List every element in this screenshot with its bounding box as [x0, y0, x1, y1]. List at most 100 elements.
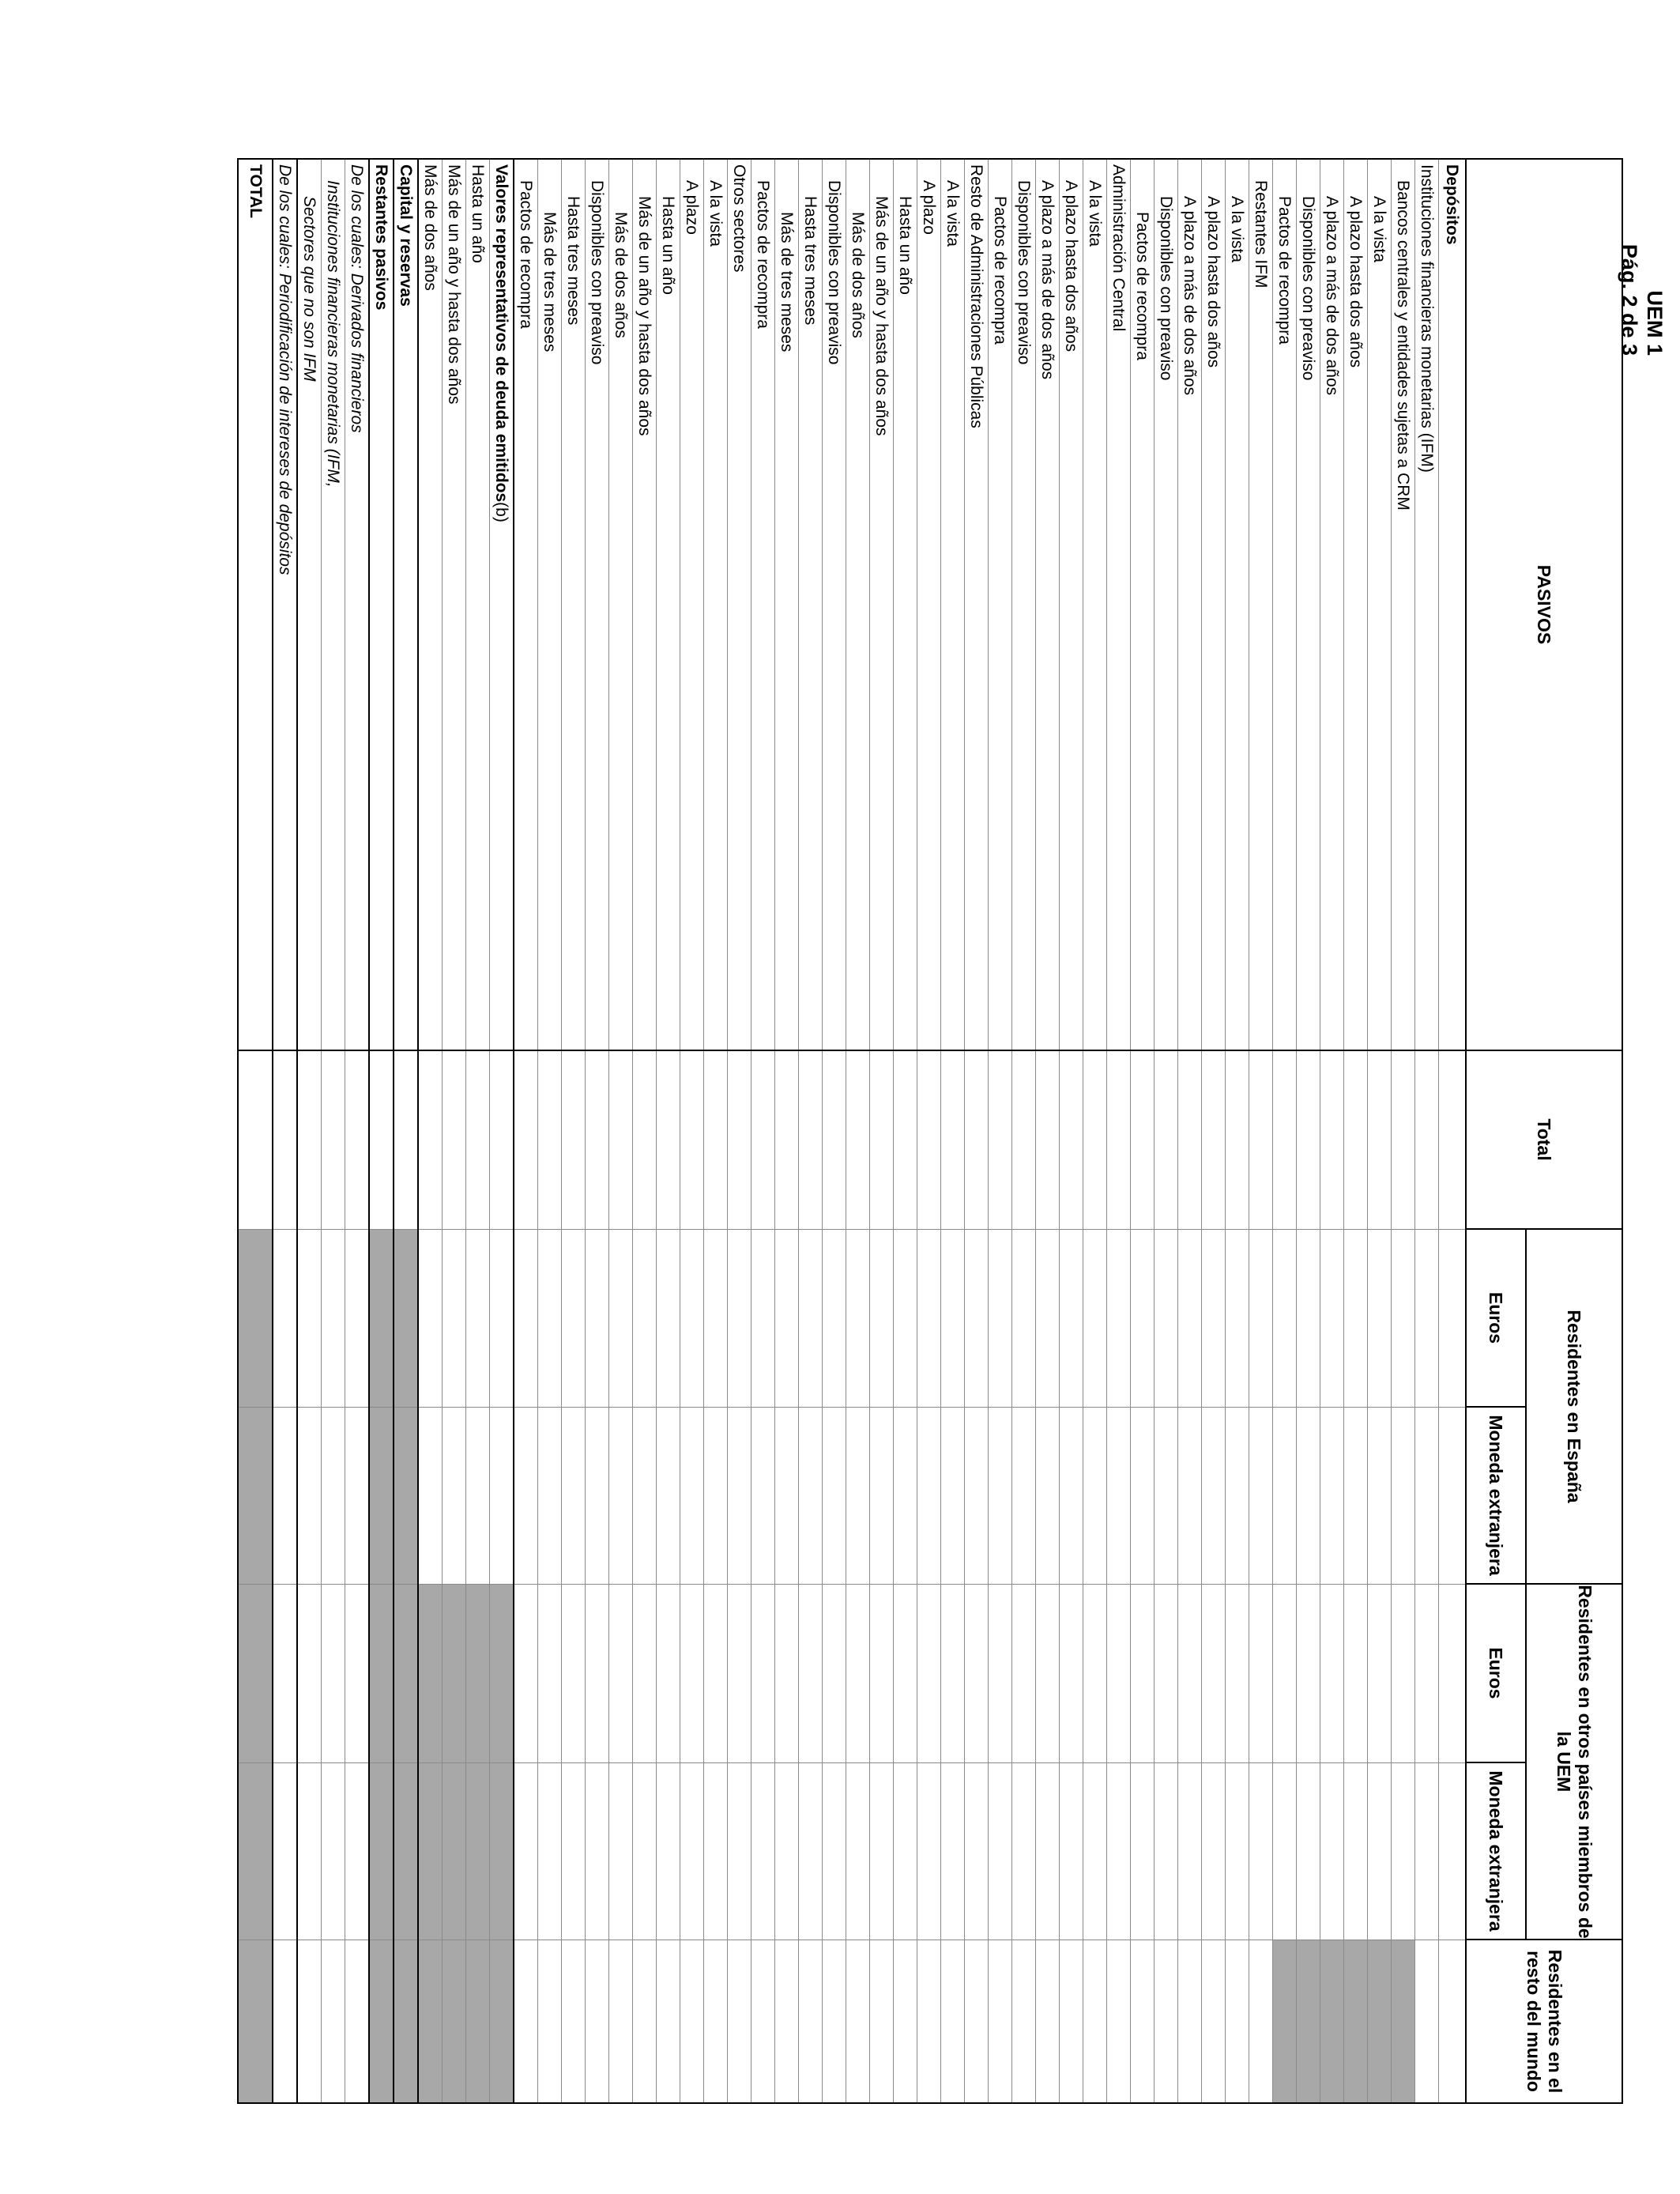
cell-espana-euros[interactable] [442, 1229, 466, 1407]
cell-uem-moneda-extranjera[interactable] [1011, 1762, 1036, 1940]
cell-espana-moneda-extranjera[interactable] [1154, 1407, 1178, 1584]
cell-espana-euros[interactable] [1414, 1229, 1439, 1407]
cell-uem-moneda-extranjera[interactable] [917, 1762, 941, 1940]
cell-resto-mundo[interactable] [774, 1940, 799, 2104]
cell-total[interactable] [273, 1050, 297, 1229]
cell-uem-moneda-extranjera[interactable] [585, 1762, 609, 1940]
cell-resto-mundo[interactable] [1059, 1940, 1083, 2104]
cell-uem-euros[interactable] [703, 1584, 728, 1762]
cell-resto-mundo[interactable] [537, 1940, 562, 2104]
cell-resto-mundo[interactable] [680, 1940, 704, 2104]
cell-total[interactable] [369, 1050, 394, 1229]
cell-resto-mundo[interactable] [1106, 1940, 1131, 2104]
cell-resto-mundo[interactable] [869, 1940, 894, 2104]
cell-uem-euros[interactable] [1438, 1584, 1466, 1762]
cell-total[interactable] [345, 1050, 369, 1229]
cell-uem-moneda-extranjera[interactable] [1130, 1762, 1155, 1940]
cell-resto-mundo[interactable] [345, 1940, 369, 2104]
cell-uem-moneda-extranjera[interactable] [798, 1762, 823, 1940]
cell-uem-moneda-extranjera[interactable] [345, 1762, 369, 1940]
cell-espana-euros[interactable] [774, 1229, 799, 1407]
cell-espana-euros[interactable] [917, 1229, 941, 1407]
cell-total[interactable] [1059, 1050, 1083, 1229]
cell-total[interactable] [846, 1050, 870, 1229]
cell-uem-moneda-extranjera[interactable] [1367, 1762, 1392, 1940]
cell-uem-euros[interactable] [1011, 1584, 1036, 1762]
cell-total[interactable] [964, 1050, 989, 1229]
cell-total[interactable] [585, 1050, 609, 1229]
cell-uem-moneda-extranjera[interactable] [1414, 1762, 1439, 1940]
cell-espana-moneda-extranjera[interactable] [869, 1407, 894, 1584]
cell-resto-mundo[interactable] [514, 1940, 538, 2104]
cell-resto-mundo[interactable] [727, 1940, 751, 2104]
cell-uem-moneda-extranjera[interactable] [869, 1762, 894, 1940]
cell-uem-euros[interactable] [1083, 1584, 1107, 1762]
cell-uem-moneda-extranjera[interactable] [321, 1762, 345, 1940]
cell-espana-moneda-extranjera[interactable] [1059, 1407, 1083, 1584]
cell-total[interactable] [988, 1050, 1012, 1229]
cell-espana-euros[interactable] [608, 1229, 633, 1407]
cell-espana-moneda-extranjera[interactable] [489, 1407, 514, 1584]
cell-resto-mundo[interactable] [1154, 1940, 1178, 2104]
cell-uem-moneda-extranjera[interactable] [1438, 1762, 1466, 1940]
cell-uem-moneda-extranjera[interactable] [1391, 1762, 1415, 1940]
cell-espana-euros[interactable] [940, 1229, 965, 1407]
cell-total[interactable] [1296, 1050, 1320, 1229]
cell-uem-euros[interactable] [632, 1584, 657, 1762]
cell-total[interactable] [297, 1050, 322, 1229]
cell-espana-moneda-extranjera[interactable] [846, 1407, 870, 1584]
cell-espana-moneda-extranjera[interactable] [1106, 1407, 1131, 1584]
cell-total[interactable] [537, 1050, 562, 1229]
cell-espana-moneda-extranjera[interactable] [465, 1407, 490, 1584]
cell-uem-euros[interactable] [940, 1584, 965, 1762]
cell-espana-moneda-extranjera[interactable] [537, 1407, 562, 1584]
cell-espana-euros[interactable] [703, 1229, 728, 1407]
cell-uem-moneda-extranjera[interactable] [1035, 1762, 1060, 1940]
cell-uem-euros[interactable] [774, 1584, 799, 1762]
cell-uem-euros[interactable] [608, 1584, 633, 1762]
cell-espana-euros[interactable] [1367, 1229, 1392, 1407]
cell-uem-moneda-extranjera[interactable] [1249, 1762, 1273, 1940]
cell-resto-mundo[interactable] [988, 1940, 1012, 2104]
cell-total[interactable] [321, 1050, 345, 1229]
cell-resto-mundo[interactable] [703, 1940, 728, 2104]
cell-espana-moneda-extranjera[interactable] [1225, 1407, 1249, 1584]
cell-espana-moneda-extranjera[interactable] [1367, 1407, 1392, 1584]
cell-uem-euros[interactable] [964, 1584, 989, 1762]
cell-uem-euros[interactable] [822, 1584, 846, 1762]
cell-espana-euros[interactable] [418, 1229, 443, 1407]
cell-uem-moneda-extranjera[interactable] [727, 1762, 751, 1940]
cell-total[interactable] [632, 1050, 657, 1229]
cell-uem-euros[interactable] [1249, 1584, 1273, 1762]
cell-espana-moneda-extranjera[interactable] [1296, 1407, 1320, 1584]
cell-espana-moneda-extranjera[interactable] [822, 1407, 846, 1584]
cell-uem-moneda-extranjera[interactable] [1059, 1762, 1083, 1940]
cell-espana-euros[interactable] [489, 1229, 514, 1407]
cell-total[interactable] [1011, 1050, 1036, 1229]
cell-uem-euros[interactable] [846, 1584, 870, 1762]
cell-espana-moneda-extranjera[interactable] [774, 1407, 799, 1584]
cell-resto-mundo[interactable] [751, 1940, 775, 2104]
cell-uem-moneda-extranjera[interactable] [893, 1762, 917, 1940]
cell-espana-moneda-extranjera[interactable] [1130, 1407, 1155, 1584]
cell-total[interactable] [489, 1050, 514, 1229]
cell-uem-moneda-extranjera[interactable] [846, 1762, 870, 1940]
cell-total[interactable] [703, 1050, 728, 1229]
cell-uem-moneda-extranjera[interactable] [1154, 1762, 1178, 1940]
cell-resto-mundo[interactable] [1249, 1940, 1273, 2104]
cell-espana-euros[interactable] [514, 1229, 538, 1407]
cell-espana-euros[interactable] [1177, 1229, 1202, 1407]
cell-espana-moneda-extranjera[interactable] [608, 1407, 633, 1584]
cell-resto-mundo[interactable] [1035, 1940, 1060, 2104]
cell-espana-moneda-extranjera[interactable] [561, 1407, 586, 1584]
cell-uem-euros[interactable] [1391, 1584, 1415, 1762]
cell-uem-moneda-extranjera[interactable] [632, 1762, 657, 1940]
cell-espana-moneda-extranjera[interactable] [703, 1407, 728, 1584]
cell-espana-moneda-extranjera[interactable] [751, 1407, 775, 1584]
cell-uem-moneda-extranjera[interactable] [1201, 1762, 1226, 1940]
cell-uem-euros[interactable] [1154, 1584, 1178, 1762]
cell-total[interactable] [608, 1050, 633, 1229]
cell-uem-moneda-extranjera[interactable] [988, 1762, 1012, 1940]
cell-uem-euros[interactable] [1367, 1584, 1392, 1762]
cell-resto-mundo[interactable] [297, 1940, 322, 2104]
